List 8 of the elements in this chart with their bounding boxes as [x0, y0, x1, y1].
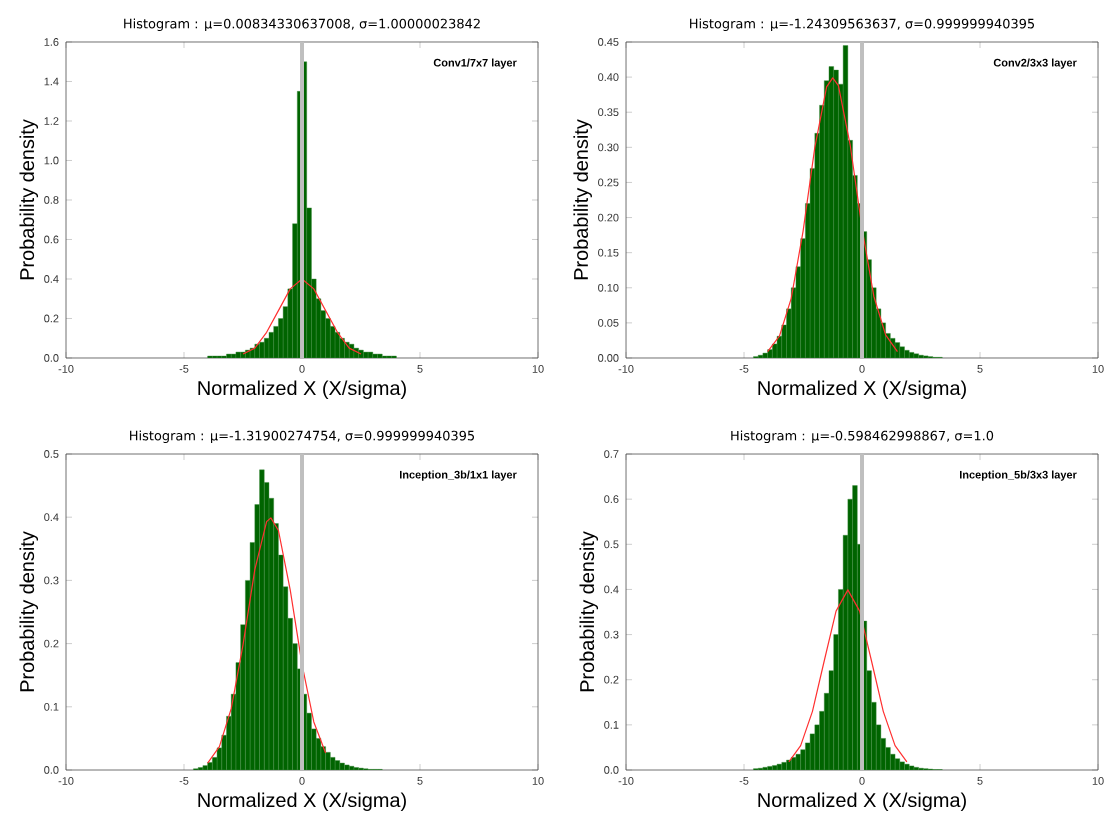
y-axis-title: Probability density [573, 119, 592, 280]
x-axis-title: Normalized X (X/sigma) [198, 380, 406, 400]
x-axis-title: Normalized X (X/sigma) [198, 792, 406, 812]
y-axis-title: Probability density [579, 531, 599, 692]
y-axis-title: Probability density [19, 531, 39, 692]
x-axis-title: Normalized X (X/sigma) [758, 792, 966, 812]
y-axis-title: Probability density [19, 119, 39, 280]
x-axis-title: Normalized X (X/sigma) [758, 380, 966, 400]
